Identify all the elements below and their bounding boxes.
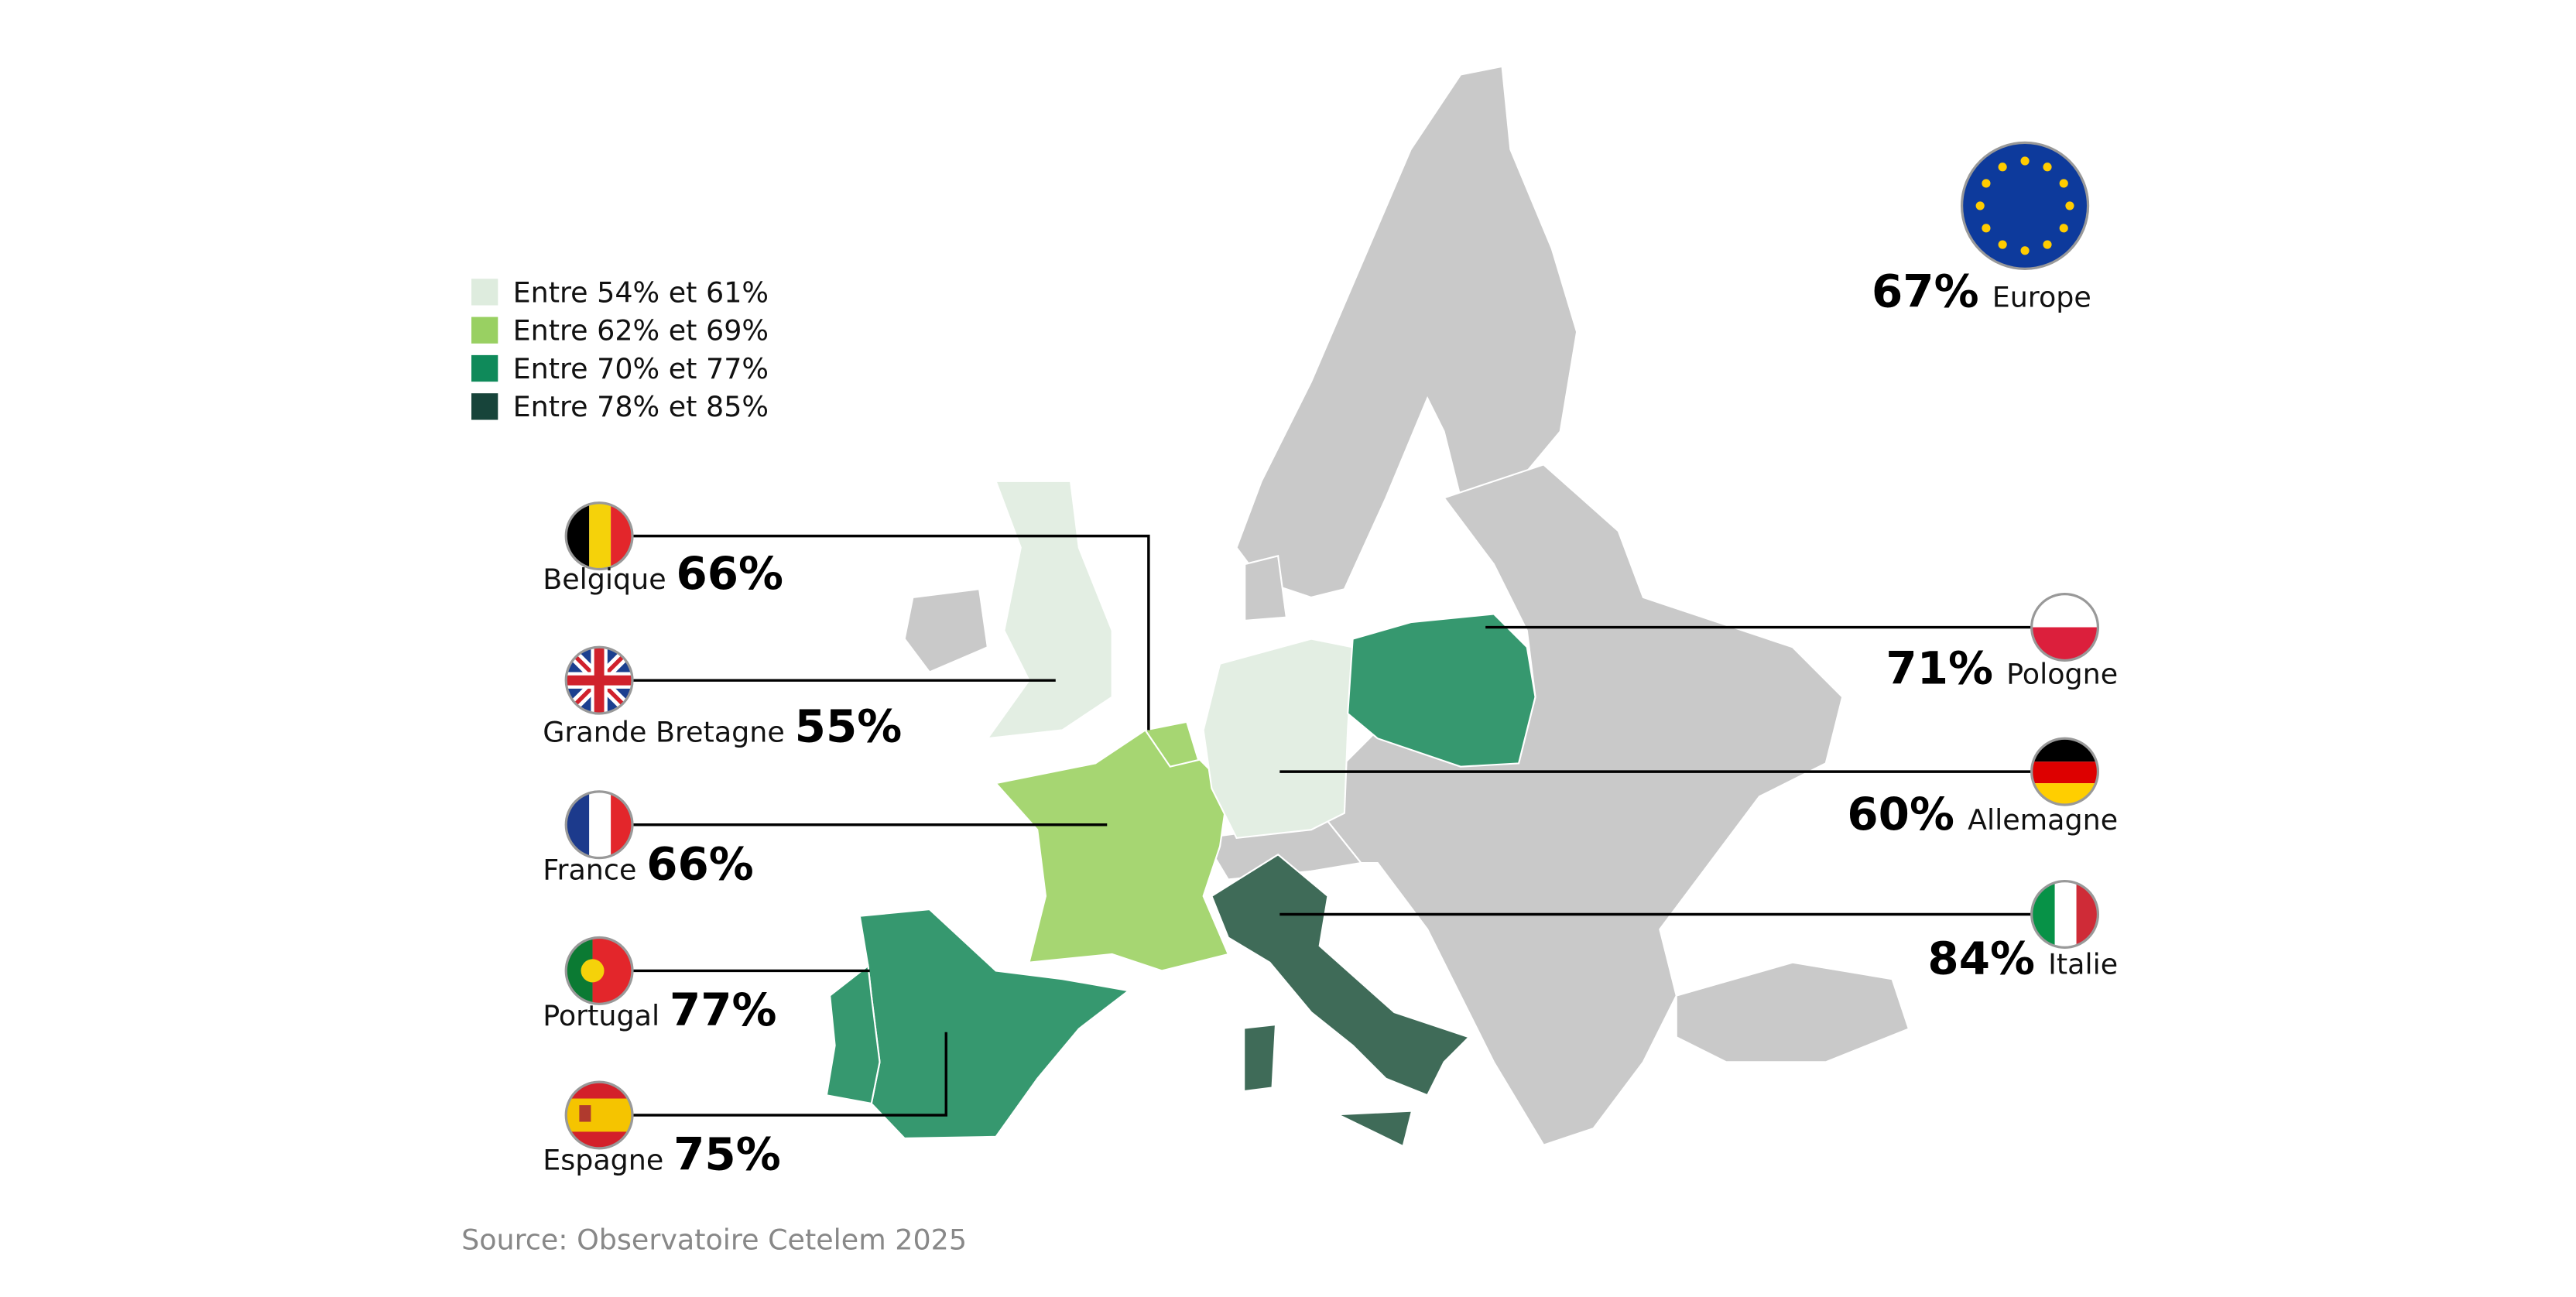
country-name: Belgique bbox=[543, 563, 666, 596]
country-value: 84% bbox=[1927, 933, 2035, 985]
star bbox=[2043, 240, 2052, 249]
flag-italy bbox=[2030, 880, 2100, 950]
country-name: Grande Bretagne bbox=[543, 716, 785, 749]
star bbox=[2059, 179, 2068, 188]
scandinavia bbox=[1235, 65, 1578, 599]
star bbox=[2020, 246, 2030, 255]
turkey bbox=[1675, 961, 1910, 1063]
legend: Entre 54% et 61% Entre 62% et 69% Entre 70… bbox=[471, 275, 769, 423]
flag-portugal bbox=[564, 936, 634, 1005]
country-name: Portugal bbox=[543, 999, 659, 1032]
country-label: 84% Italie bbox=[1927, 933, 2118, 985]
flag-france bbox=[564, 790, 634, 860]
country-label: Belgique 66% bbox=[543, 547, 783, 600]
country-value: 66% bbox=[677, 547, 784, 600]
flag-poland bbox=[2030, 593, 2100, 662]
sicily bbox=[1341, 1111, 1411, 1145]
leader-lines bbox=[632, 534, 2032, 1117]
country-value: 77% bbox=[670, 984, 777, 1036]
country-label: 60% Allemagne bbox=[1847, 788, 2118, 840]
star bbox=[1975, 201, 1985, 210]
country-label: Portugal 77% bbox=[543, 984, 776, 1036]
poland bbox=[1347, 613, 1536, 768]
flag-uk bbox=[564, 645, 634, 715]
country-name: Allemagne bbox=[1968, 803, 2118, 837]
uk bbox=[985, 480, 1113, 740]
star bbox=[2020, 156, 2030, 166]
star bbox=[1998, 163, 2007, 172]
legend-swatch bbox=[471, 279, 498, 306]
europe-label: 67% Europe bbox=[1872, 265, 2091, 318]
country-label: France 66% bbox=[543, 837, 754, 890]
country-name: France bbox=[543, 853, 636, 886]
country-value: 66% bbox=[646, 837, 754, 890]
belgium bbox=[1143, 720, 1200, 768]
flag-spain bbox=[564, 1080, 634, 1150]
ireland bbox=[903, 588, 989, 673]
country-value: 55% bbox=[795, 700, 903, 753]
france bbox=[994, 729, 1230, 972]
country-label: 71% Pologne bbox=[1886, 642, 2118, 694]
legend-swatch bbox=[471, 354, 498, 382]
italy bbox=[1211, 854, 1471, 1097]
star bbox=[2043, 163, 2052, 172]
country-label: Grande Bretagne 55% bbox=[543, 700, 902, 753]
country-name: Italie bbox=[2048, 948, 2118, 981]
legend-label: Entre 70% et 77% bbox=[513, 352, 769, 385]
legend-label: Entre 78% et 85% bbox=[513, 390, 769, 423]
germany bbox=[1202, 638, 1354, 840]
europe-value: 67% bbox=[1872, 265, 1979, 318]
country-name: Pologne bbox=[2006, 657, 2118, 690]
map bbox=[825, 65, 1910, 1146]
legend-label: Entre 54% et 61% bbox=[513, 275, 769, 309]
legend-label: Entre 62% et 69% bbox=[513, 314, 769, 347]
flag-eu bbox=[1960, 141, 2090, 270]
country-label: Espagne 75% bbox=[543, 1128, 781, 1181]
star bbox=[1982, 224, 1991, 233]
country-value: 75% bbox=[673, 1128, 781, 1181]
labels: 67% Europe Belgique 66% Grande Bretagne 55% F… bbox=[543, 265, 2118, 1181]
flag-belgium bbox=[564, 501, 634, 571]
star bbox=[1998, 240, 2007, 249]
country-value: 60% bbox=[1847, 788, 1954, 840]
source: Source: Observatoire Cetelem 2025 bbox=[461, 1223, 967, 1257]
star bbox=[2059, 224, 2068, 233]
leader-line bbox=[632, 1032, 947, 1117]
country-value: 71% bbox=[1886, 642, 1993, 694]
flag-germany bbox=[2030, 737, 2100, 806]
europe-name: Europe bbox=[1992, 281, 2091, 314]
star bbox=[1982, 179, 1991, 188]
leader-line bbox=[632, 534, 1150, 731]
sardinia bbox=[1245, 1025, 1275, 1090]
star bbox=[2065, 201, 2074, 210]
country-name: Espagne bbox=[543, 1144, 663, 1177]
denmark bbox=[1244, 555, 1288, 622]
legend-swatch bbox=[471, 317, 498, 344]
legend-swatch bbox=[471, 393, 498, 420]
